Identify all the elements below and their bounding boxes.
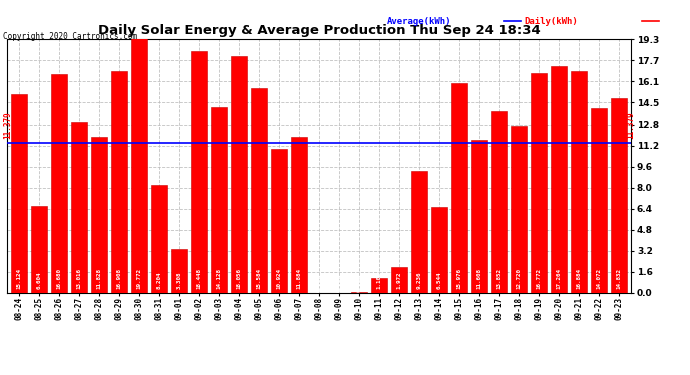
Text: Average(kWh): Average(kWh) — [386, 17, 451, 26]
Bar — [171, 249, 187, 292]
Text: 16.772: 16.772 — [537, 268, 542, 289]
Text: 17.264: 17.264 — [557, 268, 562, 289]
Text: 15.124: 15.124 — [17, 268, 21, 289]
Text: 0.000: 0.000 — [337, 274, 342, 292]
Text: 14.128: 14.128 — [217, 268, 221, 289]
Text: 0.000: 0.000 — [317, 274, 322, 292]
Text: 18.056: 18.056 — [237, 268, 241, 289]
Bar — [71, 122, 87, 292]
Text: 13.016: 13.016 — [77, 268, 81, 289]
Text: 10.924: 10.924 — [277, 268, 282, 289]
Text: 16.680: 16.680 — [57, 268, 61, 289]
Bar — [591, 108, 607, 292]
Text: 0.052: 0.052 — [357, 274, 362, 292]
Text: 19.772: 19.772 — [137, 268, 141, 289]
Bar — [451, 83, 467, 292]
Text: 18.448: 18.448 — [197, 268, 201, 289]
Bar — [131, 33, 147, 292]
Bar — [491, 111, 507, 292]
Bar — [571, 71, 587, 292]
Bar — [191, 51, 207, 292]
Bar — [151, 185, 167, 292]
Text: 13.852: 13.852 — [497, 268, 502, 289]
Text: 8.204: 8.204 — [157, 271, 161, 289]
Bar — [31, 206, 47, 292]
Bar — [91, 137, 107, 292]
Bar — [431, 207, 447, 292]
Text: 1.100: 1.100 — [377, 271, 382, 289]
Bar — [391, 267, 407, 292]
Bar — [471, 140, 487, 292]
Bar — [291, 136, 307, 292]
Text: 12.720: 12.720 — [517, 268, 522, 289]
Text: 6.544: 6.544 — [437, 271, 442, 289]
Bar — [611, 98, 627, 292]
Bar — [51, 74, 67, 292]
Text: 16.908: 16.908 — [117, 268, 121, 289]
Text: 9.236: 9.236 — [417, 271, 422, 289]
Text: 11.379: 11.379 — [626, 112, 635, 140]
Bar — [111, 71, 127, 292]
Text: 1.972: 1.972 — [397, 271, 402, 289]
Text: 14.072: 14.072 — [597, 268, 602, 289]
Text: 11.884: 11.884 — [297, 268, 302, 289]
Text: 11.608: 11.608 — [477, 268, 482, 289]
Text: 3.308: 3.308 — [177, 271, 181, 289]
Text: Daily(kWh): Daily(kWh) — [524, 17, 578, 26]
Bar — [371, 278, 387, 292]
Text: 11.379: 11.379 — [3, 112, 12, 140]
Text: Copyright 2020 Cartronics.com: Copyright 2020 Cartronics.com — [3, 32, 137, 41]
Bar — [271, 149, 287, 292]
Bar — [251, 88, 267, 292]
Text: 15.976: 15.976 — [457, 268, 462, 289]
Bar — [531, 72, 547, 292]
Bar — [211, 107, 227, 292]
Bar — [231, 56, 247, 292]
Bar — [511, 126, 527, 292]
Bar — [11, 94, 27, 292]
Text: 14.832: 14.832 — [617, 268, 622, 289]
Text: 16.884: 16.884 — [577, 268, 582, 289]
Text: 15.584: 15.584 — [257, 268, 262, 289]
Title: Daily Solar Energy & Average Production Thu Sep 24 18:34: Daily Solar Energy & Average Production … — [98, 24, 540, 37]
Text: 11.828: 11.828 — [97, 268, 101, 289]
Bar — [411, 171, 427, 292]
Bar — [551, 66, 567, 292]
Text: 6.604: 6.604 — [37, 271, 41, 289]
